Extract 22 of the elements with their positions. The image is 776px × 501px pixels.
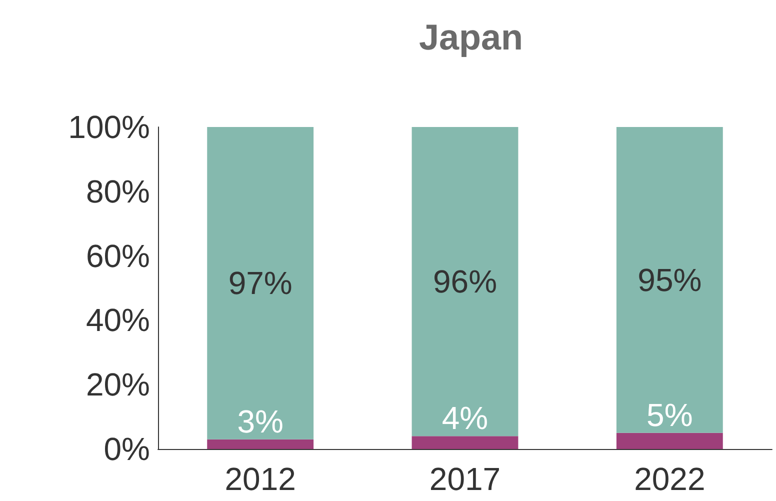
data-label: 96% [432,264,498,300]
y-tick-label: 100% [68,109,150,145]
data-label: 4% [442,400,488,436]
chart-title: Japan [418,16,524,58]
y-tick-label: 20% [86,366,150,403]
data-label: 3% [237,403,284,440]
bar [412,436,518,449]
x-tick-label: 2017 [429,461,501,497]
bar [207,439,314,449]
y-tick-label: 40% [86,302,150,338]
bar [616,127,723,433]
bar [207,127,314,440]
bar [616,432,723,449]
y-tick-label: 80% [86,173,150,210]
bar [412,127,518,436]
data-label: 5% [646,396,693,433]
data-label: 97% [228,265,292,302]
x-tick-label: 2012 [224,461,296,497]
y-tick-label: 60% [86,238,150,274]
data-label: 95% [638,262,702,298]
x-tick-label: 2022 [634,461,706,497]
y-tick-label: 0% [104,431,150,467]
